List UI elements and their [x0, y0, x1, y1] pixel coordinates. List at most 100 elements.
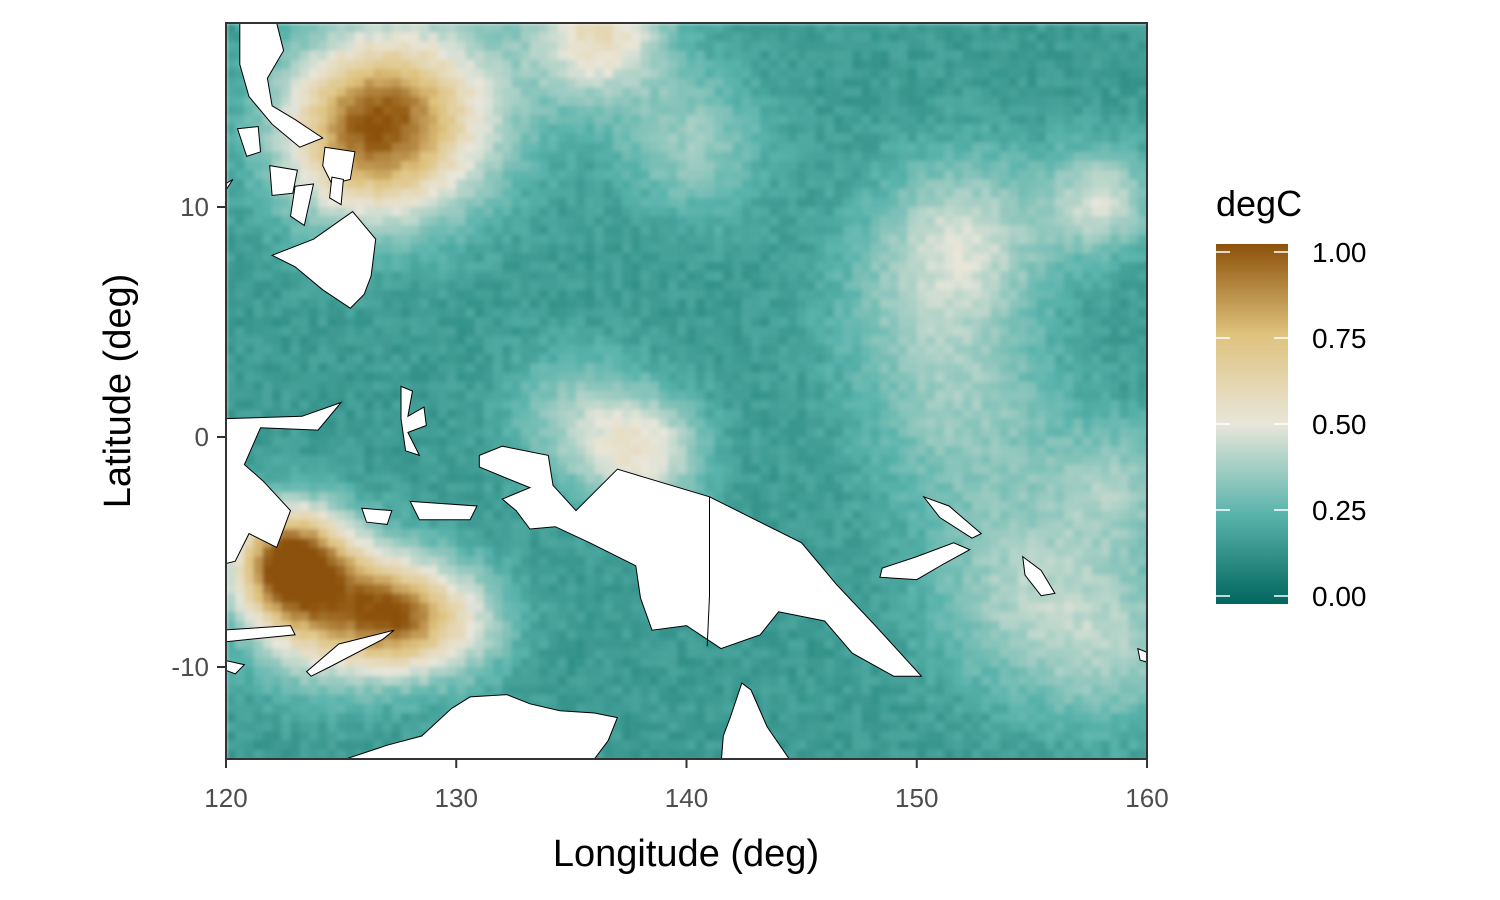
heat-cell	[1137, 69, 1147, 79]
heat-cell	[658, 225, 669, 236]
heat-cell	[1008, 216, 1019, 226]
heat-cell	[594, 96, 605, 107]
heat-cell	[1091, 345, 1102, 355]
heat-cell	[944, 87, 955, 98]
heat-cell	[529, 179, 540, 190]
heat-cell	[1008, 234, 1019, 245]
heat-cell	[244, 207, 255, 217]
heat-cell	[1110, 216, 1120, 226]
heat-cell	[382, 317, 393, 328]
heat-cell	[944, 372, 955, 383]
heat-cell	[833, 133, 844, 144]
heat-cell	[474, 437, 485, 447]
heat-cell	[806, 105, 816, 116]
heat-cell	[1110, 115, 1120, 125]
heat-cell	[1091, 69, 1102, 79]
heat-cell	[732, 59, 743, 70]
heat-cell	[272, 455, 282, 466]
heat-cell	[465, 400, 476, 410]
heat-cell	[843, 400, 853, 410]
heat-cell	[566, 96, 577, 107]
heat-cell	[631, 289, 641, 300]
heat-cell	[824, 400, 835, 410]
heat-cell	[272, 216, 282, 226]
heat-cell	[493, 151, 503, 162]
heat-cell	[972, 446, 982, 456]
heat-cell	[714, 335, 724, 346]
heat-cell	[548, 372, 559, 383]
heat-cell	[714, 446, 724, 456]
heat-cell	[1137, 335, 1147, 346]
heat-cell	[622, 381, 632, 392]
heat-cell	[1064, 335, 1074, 346]
heat-cell	[797, 50, 807, 61]
heat-cell	[843, 354, 853, 364]
heat-cell	[787, 409, 798, 420]
heat-cell	[456, 381, 467, 392]
heat-cell	[382, 326, 393, 337]
heat-cell	[594, 381, 605, 392]
heat-cell	[649, 418, 660, 429]
heat-cell	[557, 151, 568, 162]
heat-cell	[714, 381, 724, 392]
heat-cell	[299, 473, 310, 484]
heat-cell	[815, 243, 826, 254]
heat-cell	[907, 372, 918, 383]
heat-cell	[990, 179, 1001, 190]
heat-cell	[603, 271, 614, 282]
heat-cell	[1137, 207, 1147, 217]
heat-cell	[972, 197, 982, 208]
heat-cell	[879, 381, 890, 392]
heat-cell	[658, 280, 669, 291]
heat-cell	[428, 32, 439, 42]
heat-cell	[253, 326, 264, 337]
heat-cell	[658, 335, 669, 346]
heat-cell	[465, 115, 476, 125]
heat-cell	[649, 23, 660, 33]
heat-cell	[1082, 23, 1093, 33]
heat-cell	[1082, 142, 1093, 153]
heat-cell	[990, 234, 1001, 245]
heat-cell	[907, 243, 918, 254]
heat-cell	[539, 418, 549, 429]
heat-cell	[299, 105, 310, 116]
heat-cell	[272, 161, 282, 171]
heat-cell	[751, 59, 761, 70]
heat-cell	[373, 381, 384, 392]
heat-cell	[373, 105, 384, 116]
heat-cell	[870, 41, 881, 52]
heat-cell	[732, 262, 743, 272]
heat-cell	[1045, 418, 1056, 429]
heat-cell	[1027, 372, 1038, 383]
heat-cell	[824, 308, 835, 318]
heat-cell	[548, 280, 559, 291]
heat-cell	[889, 23, 899, 33]
heat-cell	[1054, 299, 1065, 309]
heat-cell	[1018, 151, 1028, 162]
heat-cell	[714, 151, 724, 162]
heat-cell	[1027, 409, 1038, 420]
heat-cell	[640, 335, 651, 346]
heat-cell	[751, 207, 761, 217]
heat-cell	[1054, 289, 1065, 300]
heat-cell	[797, 400, 807, 410]
heat-cell	[861, 151, 872, 162]
heat-cell	[889, 335, 899, 346]
heat-cell	[879, 326, 890, 337]
heat-cell	[548, 418, 559, 429]
heat-cell	[824, 78, 835, 88]
heat-cell	[898, 243, 909, 254]
heat-cell	[1091, 41, 1102, 52]
heat-cell	[557, 23, 568, 33]
heat-cell	[612, 50, 623, 61]
heat-cell	[668, 372, 678, 383]
heat-cell	[751, 50, 761, 61]
heat-cell	[447, 87, 457, 98]
heat-cell	[557, 105, 568, 116]
heat-cell	[364, 299, 374, 309]
heat-cell	[695, 372, 706, 383]
heat-cell	[235, 391, 245, 401]
heat-cell	[889, 289, 899, 300]
heat-cell	[622, 345, 632, 355]
heat-cell	[557, 41, 568, 52]
